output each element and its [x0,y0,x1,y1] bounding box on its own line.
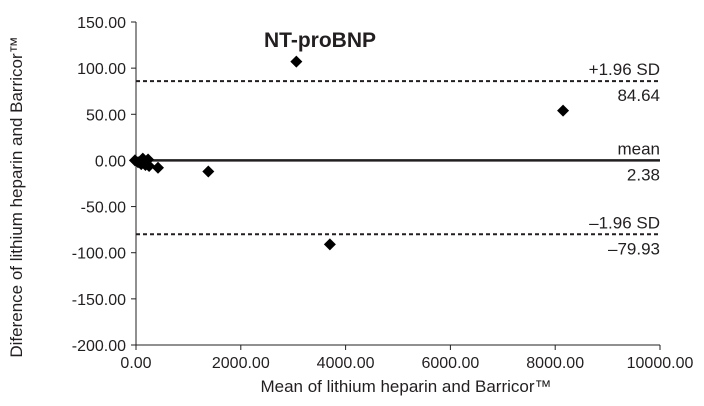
y-tick-label: -100.00 [72,246,126,263]
data-point-diamond [202,165,215,178]
x-tick-label: 2000.00 [212,355,270,372]
reference-lines: +1.96 SD 84.64 mean 2.38 –1.96 SD –79.93 [136,60,660,258]
x-tick-label: 8000.00 [526,355,584,372]
chart-title: NT-proBNP [264,29,376,52]
y-tick-label: 100.00 [77,61,126,78]
x-tick-label: 0.00 [120,355,151,372]
data-point-diamond [143,159,156,172]
y-tick-label: 50.00 [86,107,126,124]
x-tick-label: 10000.00 [627,355,694,372]
reference-line-name: mean [617,139,660,158]
x-axis-ticks: 0.00 2000.00 4000.00 6000.00 8000.00 10000.00 [120,345,693,372]
y-tick-label: 150.00 [77,15,126,32]
reference-line-value: 84.64 [617,86,660,105]
y-axis-ticks: 150.00 100.00 50.00 0.00 -50.00 -100.00 -150.0… [72,15,136,355]
x-tick-label: 6000.00 [421,355,479,372]
reference-line-value: –79.93 [608,239,660,258]
y-tick-label: -50.00 [81,200,126,217]
y-tick-label: 0.00 [95,153,126,170]
data-point-diamond [152,161,165,174]
data-point-diamond [323,238,336,251]
reference-line-name: +1.96 SD [589,60,660,79]
data-point-diamond [290,55,303,68]
data-point-diamond [557,104,570,117]
data-points [128,55,570,251]
reference-line-name: –1.96 SD [589,213,660,232]
axes [135,22,660,346]
y-tick-label: -200.00 [72,338,126,355]
x-tick-label: 4000.00 [317,355,375,372]
y-axis-title: Diference of lithium heparin and Barrico… [7,36,26,357]
x-axis-title: Mean of lithium heparin and Barricor™ [260,377,551,396]
reference-line-value: 2.38 [627,165,660,184]
y-tick-label: -150.00 [72,292,126,309]
